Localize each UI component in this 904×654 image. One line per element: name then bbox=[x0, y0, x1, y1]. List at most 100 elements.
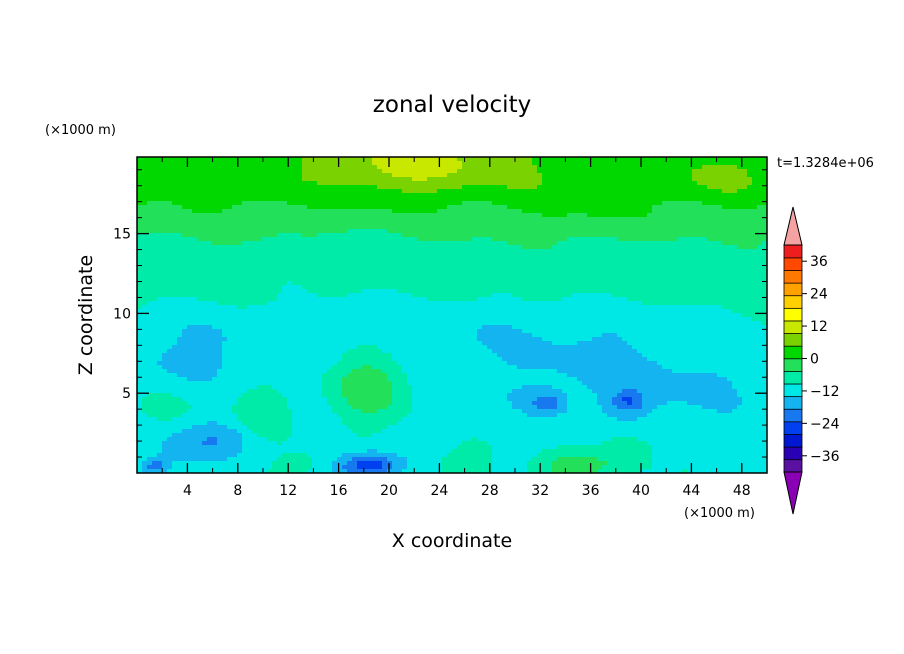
field-cell bbox=[222, 161, 228, 166]
field-cell bbox=[172, 261, 178, 266]
field-cell bbox=[722, 193, 728, 198]
field-cell bbox=[297, 213, 303, 218]
field-cell bbox=[177, 193, 183, 198]
field-cell bbox=[337, 229, 343, 234]
field-cell bbox=[222, 177, 228, 182]
field-cell bbox=[162, 265, 168, 270]
field-cell bbox=[412, 221, 418, 226]
field-cell bbox=[687, 161, 693, 166]
field-cell bbox=[202, 273, 208, 278]
field-cell bbox=[157, 249, 163, 254]
field-cell bbox=[267, 193, 273, 198]
field-cell bbox=[392, 201, 398, 206]
field-cell bbox=[652, 229, 658, 234]
field-cell bbox=[327, 213, 333, 218]
field-cell bbox=[612, 209, 618, 214]
field-cell bbox=[147, 209, 153, 214]
field-cell bbox=[687, 265, 693, 270]
field-cell bbox=[752, 225, 758, 230]
field-cell bbox=[632, 193, 638, 198]
field-cell bbox=[252, 241, 258, 246]
field-cell bbox=[337, 289, 343, 294]
field-cell bbox=[492, 177, 498, 182]
field-cell bbox=[707, 309, 713, 314]
field-cell bbox=[472, 217, 478, 222]
field-cell bbox=[617, 169, 623, 174]
field-cell bbox=[462, 273, 468, 278]
field-cell bbox=[202, 157, 208, 162]
field-cell bbox=[642, 173, 648, 178]
field-cell bbox=[707, 253, 713, 258]
field-cell bbox=[482, 201, 488, 206]
field-cell bbox=[762, 265, 767, 270]
field-cell bbox=[232, 169, 238, 174]
field-cell bbox=[722, 269, 728, 274]
field-cell bbox=[377, 313, 383, 318]
field-cell bbox=[592, 161, 598, 166]
field-cell bbox=[417, 237, 423, 242]
field-cell bbox=[652, 249, 658, 254]
field-cell bbox=[372, 237, 378, 242]
field-cell bbox=[417, 209, 423, 214]
field-cell bbox=[632, 293, 638, 298]
field-cell bbox=[342, 217, 348, 222]
field-cell bbox=[627, 189, 633, 194]
field-cell bbox=[287, 245, 293, 250]
field-cell bbox=[407, 265, 413, 270]
field-cell bbox=[622, 257, 628, 262]
field-cell bbox=[542, 273, 548, 278]
field-cell bbox=[227, 169, 233, 174]
field-cell bbox=[417, 233, 423, 238]
field-cell bbox=[462, 269, 468, 274]
field-cell bbox=[287, 173, 293, 178]
field-cell bbox=[457, 293, 463, 298]
field-cell bbox=[622, 261, 628, 266]
field-cell bbox=[652, 189, 658, 194]
field-cell bbox=[332, 249, 338, 254]
field-cell bbox=[242, 265, 248, 270]
field-cell bbox=[647, 169, 653, 174]
field-cell bbox=[757, 281, 763, 286]
field-cell bbox=[172, 229, 178, 234]
field-cell bbox=[362, 229, 368, 234]
field-cell bbox=[427, 173, 433, 178]
field-cell bbox=[702, 229, 708, 234]
field-cell bbox=[332, 265, 338, 270]
field-cell bbox=[447, 157, 453, 162]
field-cell bbox=[297, 165, 303, 170]
field-cell bbox=[717, 173, 723, 178]
field-cell bbox=[427, 313, 433, 318]
field-cell bbox=[662, 225, 668, 230]
field-cell bbox=[707, 193, 713, 198]
field-cell bbox=[627, 281, 633, 286]
field-cell bbox=[597, 169, 603, 174]
field-cell bbox=[422, 173, 428, 178]
field-cell bbox=[692, 217, 698, 222]
field-cell bbox=[292, 165, 298, 170]
field-cell bbox=[527, 293, 533, 298]
field-cell bbox=[667, 181, 673, 186]
field-cell bbox=[647, 281, 653, 286]
field-cell bbox=[607, 245, 613, 250]
field-cell bbox=[322, 233, 328, 238]
field-cell bbox=[587, 181, 593, 186]
field-cell bbox=[462, 205, 468, 210]
field-cell bbox=[472, 241, 478, 246]
field-cell bbox=[392, 285, 398, 290]
field-cell bbox=[677, 277, 683, 282]
field-cell bbox=[372, 281, 378, 286]
field-cell bbox=[457, 209, 463, 214]
field-cell bbox=[177, 281, 183, 286]
field-cell bbox=[342, 273, 348, 278]
field-cell bbox=[552, 169, 558, 174]
field-cell bbox=[727, 285, 733, 290]
field-cell bbox=[597, 257, 603, 262]
field-cell bbox=[447, 165, 453, 170]
field-cell bbox=[687, 181, 693, 186]
field-cell bbox=[547, 157, 553, 162]
field-cell bbox=[412, 265, 418, 270]
field-cell bbox=[497, 289, 503, 294]
field-cell bbox=[572, 185, 578, 190]
field-cell bbox=[652, 305, 658, 310]
field-cell bbox=[442, 209, 448, 214]
